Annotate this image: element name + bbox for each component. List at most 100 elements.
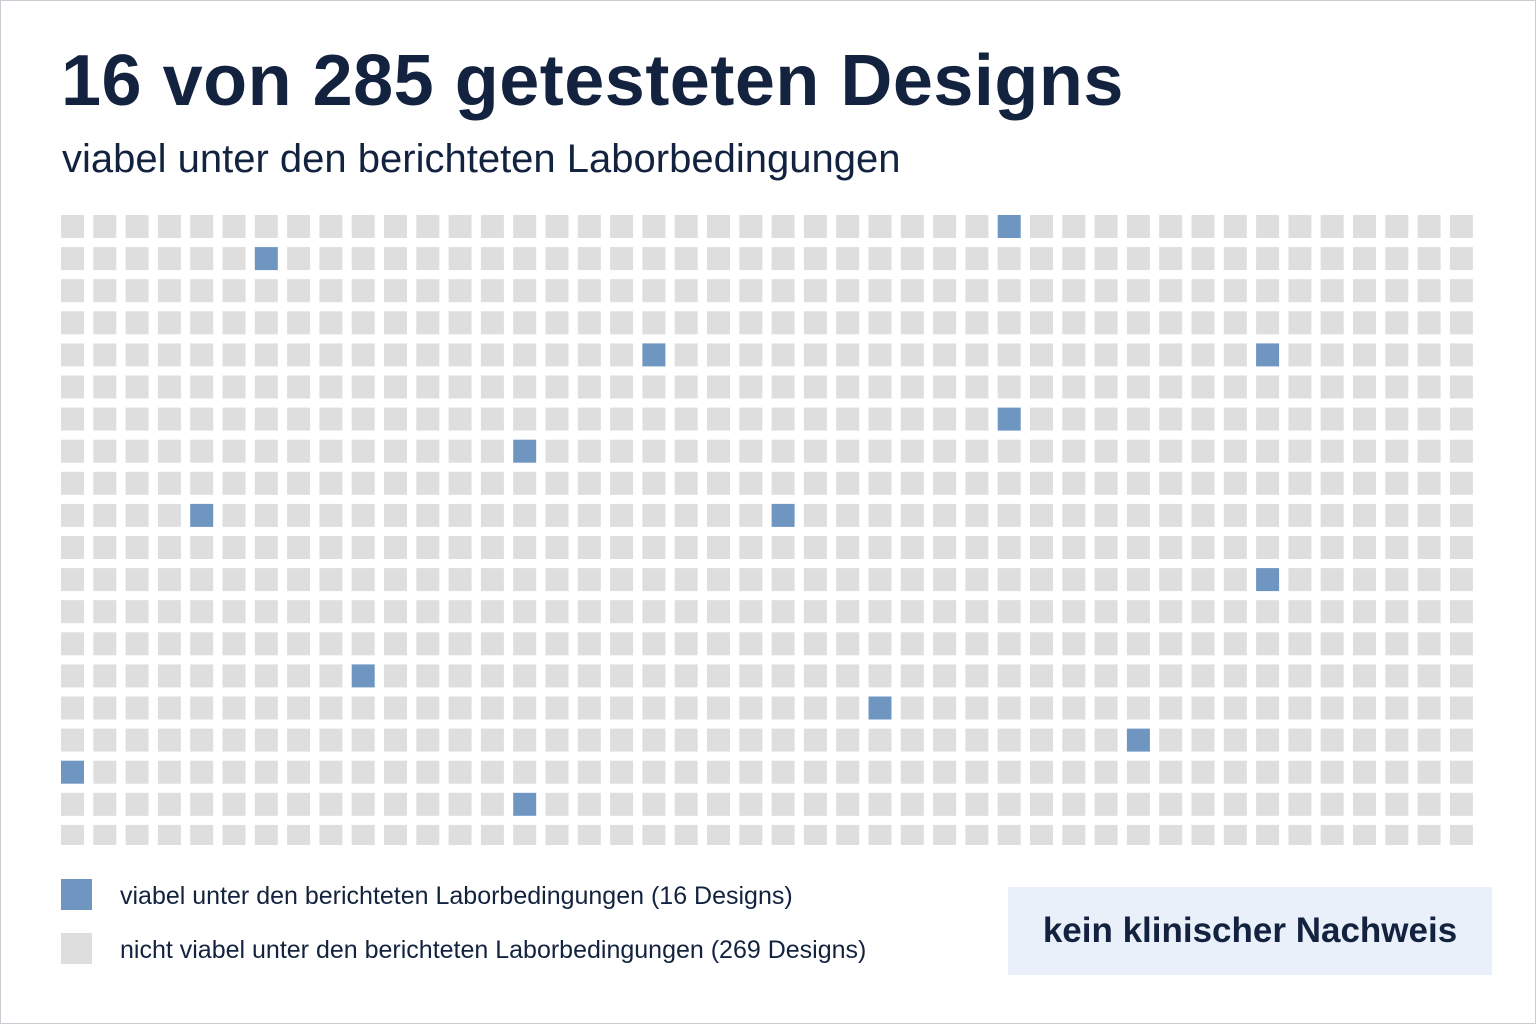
waffle-cell-not-viable [803, 792, 827, 816]
waffle-cell-not-viable [448, 824, 472, 845]
annotation-text: kein klinischer Nachweis [1042, 911, 1458, 950]
waffle-cell-not-viable [448, 600, 472, 624]
waffle-cell-not-viable [61, 696, 84, 720]
waffle-cell-not-viable [351, 311, 375, 335]
waffle-cell-not-viable [222, 600, 246, 624]
waffle-cell-not-viable [739, 407, 763, 431]
waffle-cell-not-viable [351, 343, 375, 367]
waffle-cell-not-viable [707, 760, 730, 784]
waffle-cell-not-viable [803, 824, 827, 845]
waffle-cell-not-viable [384, 600, 407, 624]
waffle-cell-not-viable [1030, 728, 1053, 752]
waffle-cell-not-viable [1126, 439, 1150, 463]
waffle-cell-not-viable [1288, 792, 1312, 816]
waffle-cell-not-viable [1449, 536, 1473, 559]
waffle-cell-not-viable [1030, 696, 1053, 720]
waffle-cell-not-viable [1223, 439, 1247, 463]
waffle-cell-not-viable [448, 632, 472, 656]
waffle-cell-not-viable [1449, 375, 1473, 399]
waffle-cell-not-viable [1256, 632, 1280, 656]
waffle-cell-not-viable [965, 407, 989, 431]
waffle-cell-not-viable [157, 343, 181, 367]
waffle-cell-not-viable [125, 215, 149, 238]
waffle-cell-not-viable [577, 664, 601, 688]
waffle-cell-not-viable [384, 568, 407, 592]
waffle-cell-not-viable [642, 471, 666, 495]
waffle-cell-not-viable [1353, 471, 1376, 495]
waffle-cell-not-viable [61, 632, 84, 656]
waffle-cell-not-viable [1417, 696, 1441, 720]
waffle-cell-not-viable [1094, 536, 1118, 559]
waffle-cell-not-viable [1385, 568, 1409, 592]
waffle-cell-not-viable [1094, 760, 1118, 784]
waffle-cell-not-viable [545, 471, 569, 495]
chart-subtitle: viabel unter den berichteten Laborbeding… [62, 137, 901, 181]
waffle-cell-not-viable [1385, 439, 1409, 463]
waffle-cell-not-viable [1159, 536, 1183, 559]
waffle-cell-not-viable [254, 600, 278, 624]
waffle-cell-not-viable [125, 375, 149, 399]
waffle-cell-not-viable [157, 824, 181, 845]
waffle-cell-not-viable [900, 664, 924, 688]
waffle-cell-not-viable [836, 503, 860, 527]
waffle-cell-not-viable [1417, 247, 1441, 271]
waffle-cell-not-viable [933, 311, 957, 335]
waffle-cell-not-viable [1288, 279, 1312, 303]
waffle-cell-not-viable [1256, 247, 1280, 271]
waffle-cell-not-viable [222, 407, 246, 431]
waffle-cell-not-viable [1030, 824, 1053, 845]
waffle-cell-not-viable [513, 343, 537, 367]
waffle-cell-not-viable [222, 375, 246, 399]
waffle-cell-not-viable [190, 215, 214, 238]
waffle-cell-not-viable [1030, 343, 1053, 367]
waffle-cell-not-viable [803, 247, 827, 271]
waffle-cell-viable [997, 407, 1021, 431]
waffle-cell-not-viable [1062, 696, 1086, 720]
waffle-cell-not-viable [674, 215, 698, 238]
waffle-cell-not-viable [868, 568, 892, 592]
legend-swatch-viable [61, 879, 92, 910]
waffle-cell-not-viable [933, 760, 957, 784]
waffle-cell-not-viable [1256, 375, 1280, 399]
waffle-cell-not-viable [610, 760, 634, 784]
waffle-cell-viable [513, 439, 537, 463]
waffle-cell-not-viable [125, 760, 149, 784]
waffle-cell-not-viable [1385, 824, 1409, 845]
waffle-cell-not-viable [125, 279, 149, 303]
waffle-cell-not-viable [1385, 279, 1409, 303]
waffle-cell-not-viable [965, 343, 989, 367]
waffle-cell-not-viable [1191, 215, 1215, 238]
waffle-cell-not-viable [93, 760, 117, 784]
waffle-cell-not-viable [642, 311, 666, 335]
waffle-cell-not-viable [739, 215, 763, 238]
waffle-cell-not-viable [254, 664, 278, 688]
waffle-cell-not-viable [836, 536, 860, 559]
waffle-cell-not-viable [1417, 311, 1441, 335]
waffle-cell-not-viable [900, 407, 924, 431]
waffle-cell-not-viable [157, 536, 181, 559]
waffle-cell-not-viable [1126, 792, 1150, 816]
waffle-cell-not-viable [836, 760, 860, 784]
waffle-cell-not-viable [610, 311, 634, 335]
waffle-cell-not-viable [61, 407, 84, 431]
waffle-cell-not-viable [1256, 728, 1280, 752]
waffle-cell-not-viable [1256, 471, 1280, 495]
waffle-cell-not-viable [997, 600, 1021, 624]
waffle-cell-not-viable [287, 375, 311, 399]
waffle-cell-not-viable [1094, 696, 1118, 720]
waffle-cell-not-viable [448, 503, 472, 527]
waffle-cell-not-viable [836, 439, 860, 463]
waffle-cell-not-viable [125, 343, 149, 367]
waffle-cell-not-viable [416, 439, 440, 463]
waffle-cell-not-viable [1449, 568, 1473, 592]
waffle-cell-not-viable [416, 407, 440, 431]
waffle-cell-not-viable [1256, 696, 1280, 720]
waffle-cell-not-viable [707, 536, 730, 559]
waffle-cell-not-viable [190, 600, 214, 624]
waffle-cell-not-viable [997, 664, 1021, 688]
waffle-cell-not-viable [190, 728, 214, 752]
waffle-cell-not-viable [416, 279, 440, 303]
waffle-cell-not-viable [836, 824, 860, 845]
waffle-cell-not-viable [61, 728, 84, 752]
waffle-cell-not-viable [351, 503, 375, 527]
